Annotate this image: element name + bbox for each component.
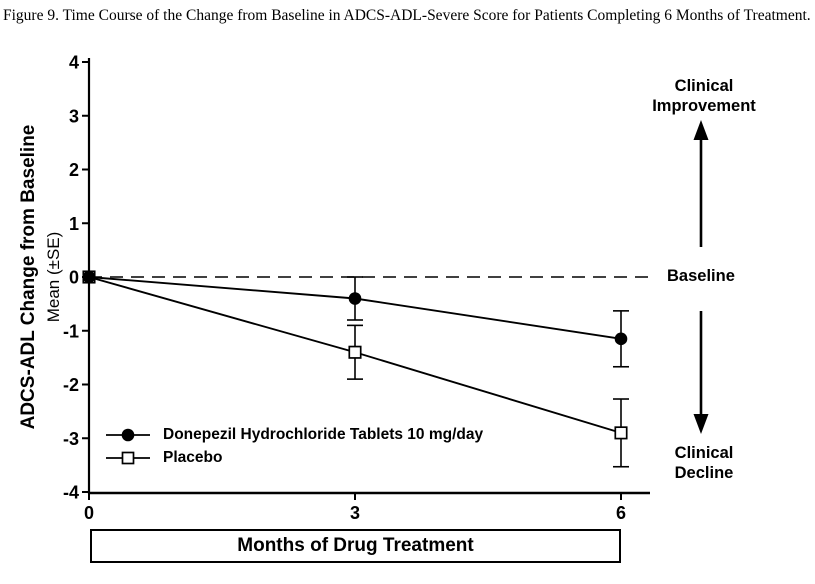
- clinical-decline-annotation: Clinical Decline: [629, 443, 779, 483]
- clinical-decline-line2: Decline: [674, 464, 734, 482]
- filled-circle-marker-icon: [106, 428, 150, 441]
- data-point-open-square: [348, 345, 362, 359]
- x-tick-label: 0: [84, 503, 94, 523]
- legend: Donepezil Hydrochloride Tablets 10 mg/da…: [104, 423, 483, 469]
- data-point-open-square: [614, 426, 628, 440]
- up-arrow-head-icon: [693, 120, 709, 140]
- clinical-improvement-annotation: Clinical Improvement: [629, 76, 779, 116]
- data-point-filled-circle: [82, 270, 96, 284]
- baseline-annotation: Baseline: [667, 267, 735, 285]
- y-tick-label: -4: [63, 483, 79, 503]
- legend-label-donepezil: Donepezil Hydrochloride Tablets 10 mg/da…: [163, 425, 484, 443]
- y-axis-label: ADCS-ADL Change from Baseline: [18, 124, 39, 430]
- y-tick-label: 4: [69, 53, 79, 73]
- data-point-filled-circle: [348, 292, 362, 305]
- legend-item-placebo: Placebo: [104, 446, 483, 469]
- x-tick-label: 6: [616, 503, 626, 523]
- open-square-marker-icon: [106, 451, 150, 464]
- x-axis-label-box: Months of Drug Treatment: [90, 529, 621, 563]
- clinical-improvement-line1: Clinical: [674, 77, 734, 95]
- clinical-improvement-line2: Improvement: [652, 97, 756, 115]
- legend-item-donepezil: Donepezil Hydrochloride Tablets 10 mg/da…: [104, 423, 483, 446]
- y-tick-label: 2: [69, 160, 79, 180]
- y-tick-label: 0: [69, 268, 79, 288]
- y-tick-label: -3: [63, 429, 79, 449]
- y-axis-sublabel: Mean (±SE): [44, 231, 63, 323]
- data-point-filled-circle: [614, 332, 628, 346]
- x-axis-label: Months of Drug Treatment: [237, 535, 474, 556]
- y-tick-label: 3: [69, 106, 79, 126]
- clinical-decline-line1: Clinical: [674, 444, 734, 462]
- x-tick-label: 3: [350, 503, 360, 523]
- y-tick-label: -1: [63, 321, 79, 341]
- y-tick-label: 1: [69, 214, 79, 234]
- down-arrow-head-icon: [693, 414, 709, 434]
- y-tick-label: -2: [63, 375, 79, 395]
- legend-label-placebo: Placebo: [163, 448, 223, 466]
- figure-title: Figure 9. Time Course of the Change from…: [3, 7, 811, 24]
